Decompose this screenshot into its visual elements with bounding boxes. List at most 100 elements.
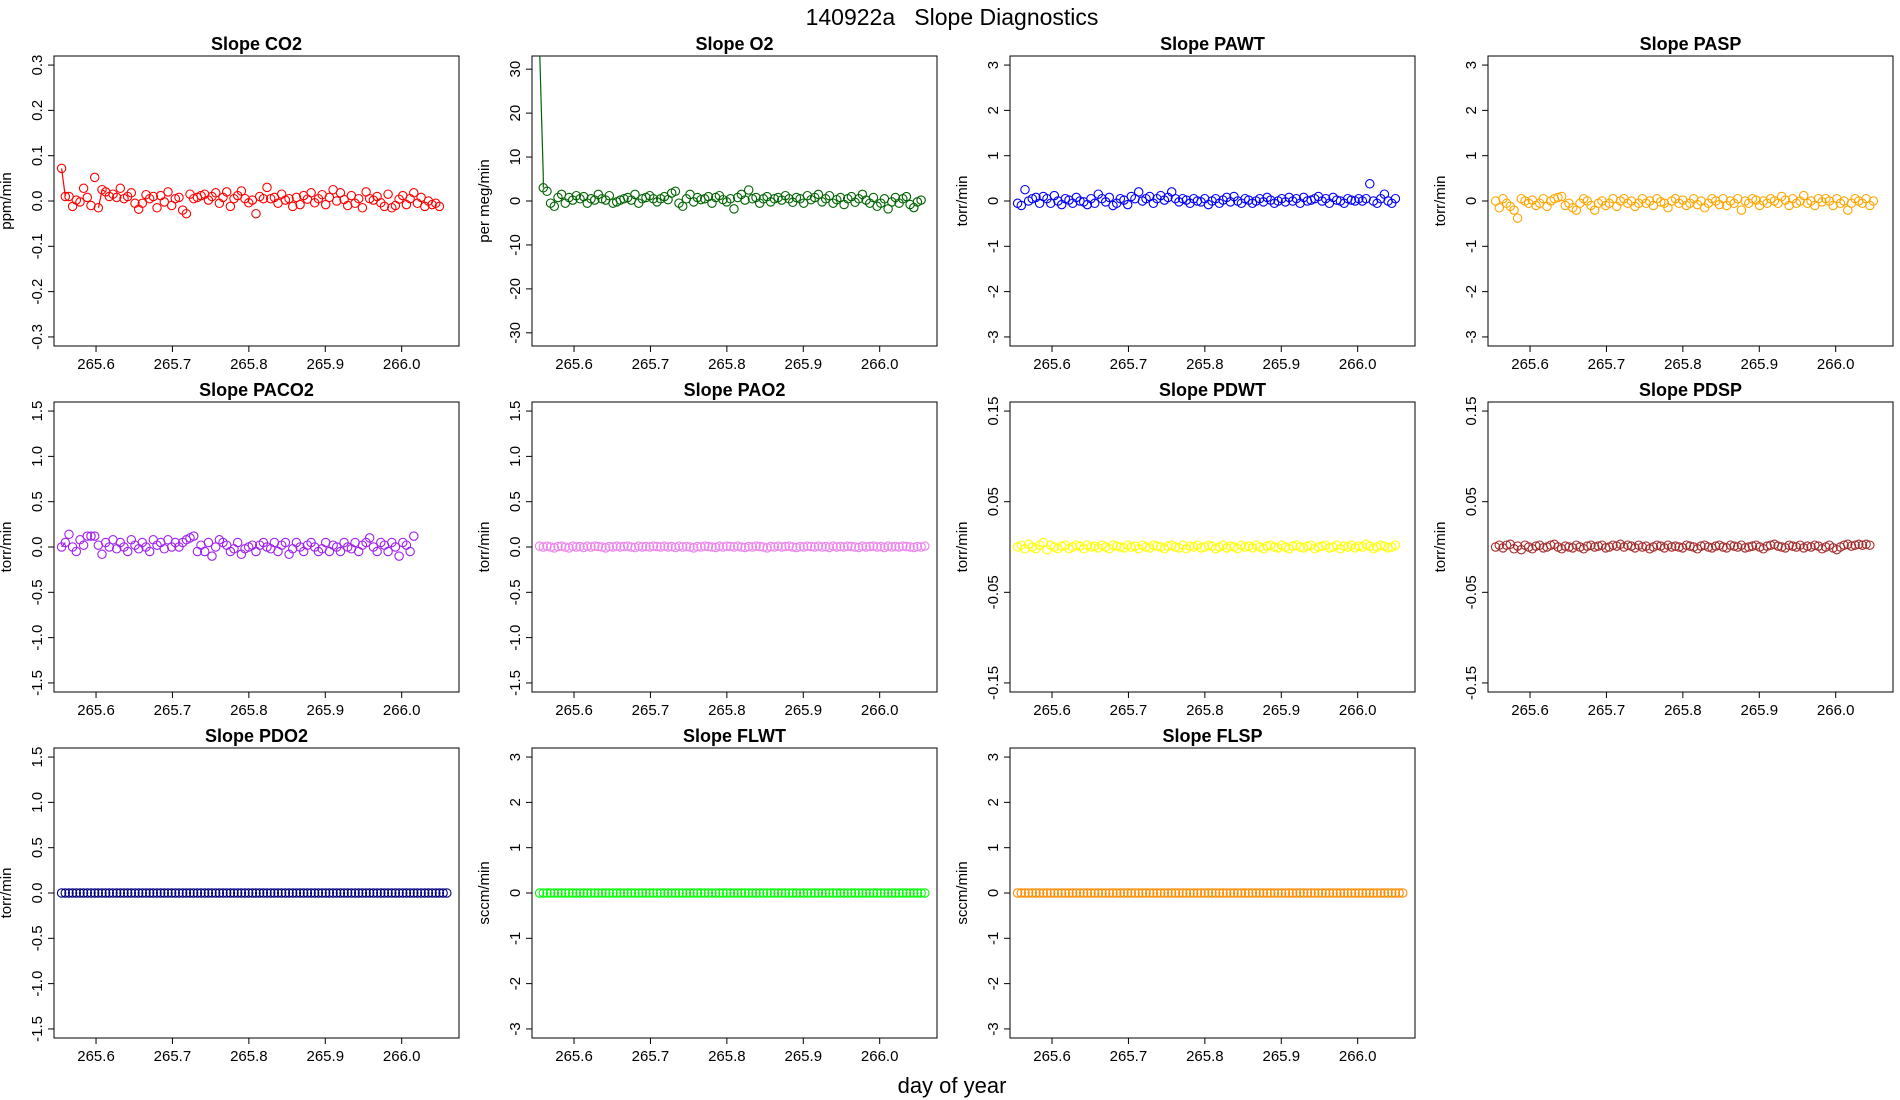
slope-o2-x-tick-label: 266.0: [861, 356, 899, 373]
slope-pdsp-point: [1564, 542, 1574, 552]
slope-pao2-point: [655, 542, 666, 552]
slope-co2-x-tick-label: 265.9: [307, 356, 345, 373]
slope-flwt-point: [718, 888, 728, 898]
slope-paco2-point: [280, 537, 291, 548]
slope-flwt-point: [600, 888, 611, 898]
slope-o2-point: [817, 197, 827, 207]
slope-flsp-point: [1203, 888, 1214, 898]
slope-pao2-point: [846, 541, 857, 552]
slope-pdsp-point: [1743, 542, 1754, 552]
slope-pao2-point: [652, 541, 662, 552]
slope-pdsp-series: [1490, 539, 1875, 555]
slope-o2-point: [740, 195, 750, 205]
slope-pao2-point: [534, 541, 545, 551]
slope-pdo2-point: [372, 888, 382, 898]
slope-flsp-point: [1361, 888, 1371, 898]
slope-pasp-x-tick-label: 266.0: [1817, 356, 1855, 373]
slope-pdsp-point: [1582, 541, 1593, 551]
slope-flwt-point: [872, 888, 882, 898]
slope-pdwt-point: [1203, 540, 1214, 550]
slope-pao2-point: [802, 541, 813, 551]
slope-flsp-point: [1141, 888, 1151, 898]
slope-pdo2-point: [75, 888, 85, 898]
slope-flsp-point: [1387, 888, 1397, 898]
slope-flwt-point: [854, 888, 864, 898]
slope-pao2-point: [681, 541, 692, 552]
slope-pdwt-point: [1170, 542, 1181, 552]
slope-flsp-point: [1093, 888, 1104, 898]
slope-pao2-point: [692, 541, 703, 552]
slope-pasp-point: [1509, 205, 1519, 215]
slope-pdo2-point: [89, 888, 100, 898]
slope-co2-point: [383, 189, 393, 199]
slope-flwt-point: [887, 888, 897, 898]
slope-co2-y-tick-label: -0.1: [29, 233, 46, 259]
slope-pdo2-point: [364, 888, 375, 898]
slope-pao2-y-tick-label: -1.5: [507, 670, 524, 696]
slope-flsp-point: [1262, 888, 1272, 898]
slope-pdwt-point: [1031, 544, 1041, 554]
slope-pdo2-point: [56, 888, 67, 898]
slope-flsp-point: [1038, 888, 1049, 898]
slope-flsp-point: [1398, 888, 1408, 898]
slope-flsp-point: [1376, 888, 1386, 898]
slope-pdwt-x-tick-label: 265.6: [1033, 702, 1071, 719]
slope-flsp-point: [1328, 888, 1338, 898]
slope-flwt-point: [670, 888, 681, 898]
slope-pao2-point: [831, 542, 842, 552]
slope-flwt-y-tick-label: 3: [507, 753, 524, 761]
slope-pdsp-point: [1703, 542, 1714, 552]
slope-pao2-x-tick-label: 266.0: [861, 702, 899, 719]
slope-co2-point: [409, 188, 419, 198]
slope-flsp-point: [1071, 888, 1082, 898]
slope-pao2-point: [765, 541, 776, 552]
slope-flwt-point: [703, 888, 714, 898]
slope-flsp-panel: Slope FLSP sccm/min -3 -2 -1 0 1 2 3 265.6 265.7 26…: [954, 726, 1416, 1065]
slope-pao2-point: [842, 541, 853, 551]
slope-flsp-point: [1291, 888, 1302, 898]
slope-pdo2-point: [232, 888, 243, 898]
slope-co2-point: [320, 199, 331, 210]
slope-co2-point: [251, 208, 261, 219]
slope-pao2-point: [703, 541, 714, 552]
slope-flsp-point: [1383, 888, 1393, 898]
slope-paco2-y-axis-label: torr/min: [0, 522, 15, 573]
slope-pdo2-point: [159, 888, 170, 898]
slope-pdwt-point: [1071, 540, 1082, 550]
slope-flwt-point: [813, 888, 824, 898]
slope-pdo2-point: [328, 888, 338, 898]
slope-pdo2-point: [394, 888, 404, 898]
slope-flsp-point: [1159, 888, 1170, 898]
slope-flsp-y-tick-label: 1: [985, 844, 1002, 852]
slope-pdo2-point: [350, 888, 360, 898]
slope-pasp-y-tick-label: -2: [1463, 285, 1480, 298]
slope-flwt-point: [619, 888, 629, 898]
slope-pdwt-point: [1086, 542, 1096, 552]
slope-pawt-y-tick-label: 3: [985, 61, 1002, 69]
slope-co2-point: [60, 191, 71, 202]
slope-pdo2-point: [115, 888, 126, 898]
slope-flsp-point: [1346, 888, 1357, 898]
slope-o2-point: [743, 185, 754, 195]
slope-flsp-point: [1240, 888, 1250, 898]
slope-flwt-y-tick-label: -2: [507, 977, 524, 990]
slope-pao2-point: [740, 542, 750, 553]
slope-pao2-point: [912, 541, 923, 552]
slope-paco2-point: [60, 537, 71, 548]
slope-pao2-point: [901, 541, 912, 552]
slope-flwt-point: [868, 888, 879, 898]
slope-o2-point: [630, 189, 640, 200]
slope-pawt-point: [1104, 192, 1115, 203]
slope-pao2-point: [920, 541, 930, 551]
slope-pao2-series: [534, 541, 930, 553]
slope-pdwt-point: [1262, 541, 1272, 551]
slope-pao2-point: [637, 542, 648, 552]
slope-pdsp-y-tick-label: 0.05: [1463, 487, 1480, 516]
slope-paco2-x-tick-label: 265.7: [154, 702, 192, 719]
slope-flwt-point: [732, 888, 743, 898]
slope-flwt-point: [879, 888, 890, 898]
slope-pao2-point: [905, 542, 915, 552]
slope-pdo2-y-tick-label: -1.0: [29, 971, 46, 997]
slope-co2-point: [434, 201, 445, 212]
slope-pdsp-point: [1784, 540, 1794, 550]
